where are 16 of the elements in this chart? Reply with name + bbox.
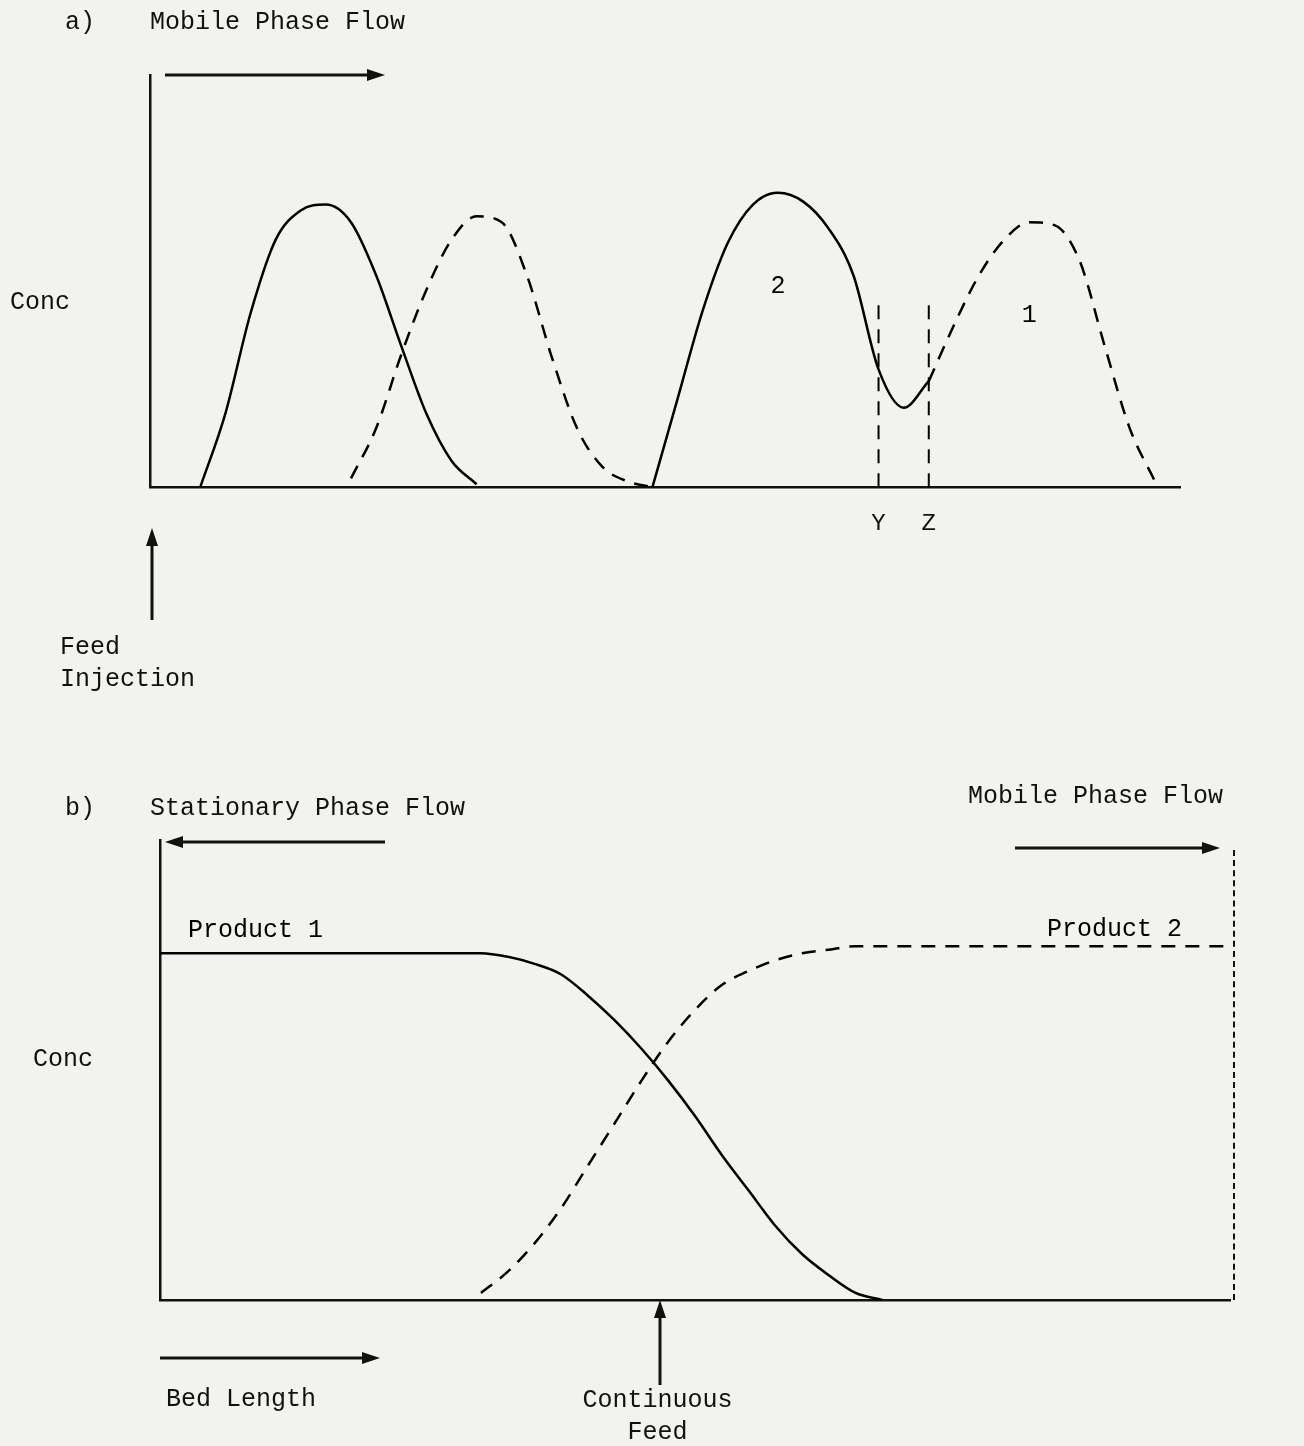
series-label: Product 1 [188, 916, 324, 946]
x-tick-label: Z [921, 509, 936, 537]
x-tick-label: Y [871, 509, 886, 537]
chart-title: a) [65, 8, 96, 37]
text: Continuous Feed [581, 1385, 734, 1446]
text: Mobile Phase Flow [968, 782, 1224, 811]
text: Bed Length [166, 1385, 317, 1414]
text: Stationary Phase Flow [150, 794, 466, 823]
chart-title: b) [65, 794, 96, 823]
y-axis-title: Conc [10, 288, 71, 317]
text: 2 [770, 271, 786, 301]
series-label: Product 2 [1046, 915, 1182, 945]
y-axis-title: Conc [33, 1045, 94, 1074]
text: Feed Injection [60, 632, 197, 696]
text: Mobile Phase Flow [150, 8, 406, 37]
text: 1 [1021, 301, 1037, 331]
